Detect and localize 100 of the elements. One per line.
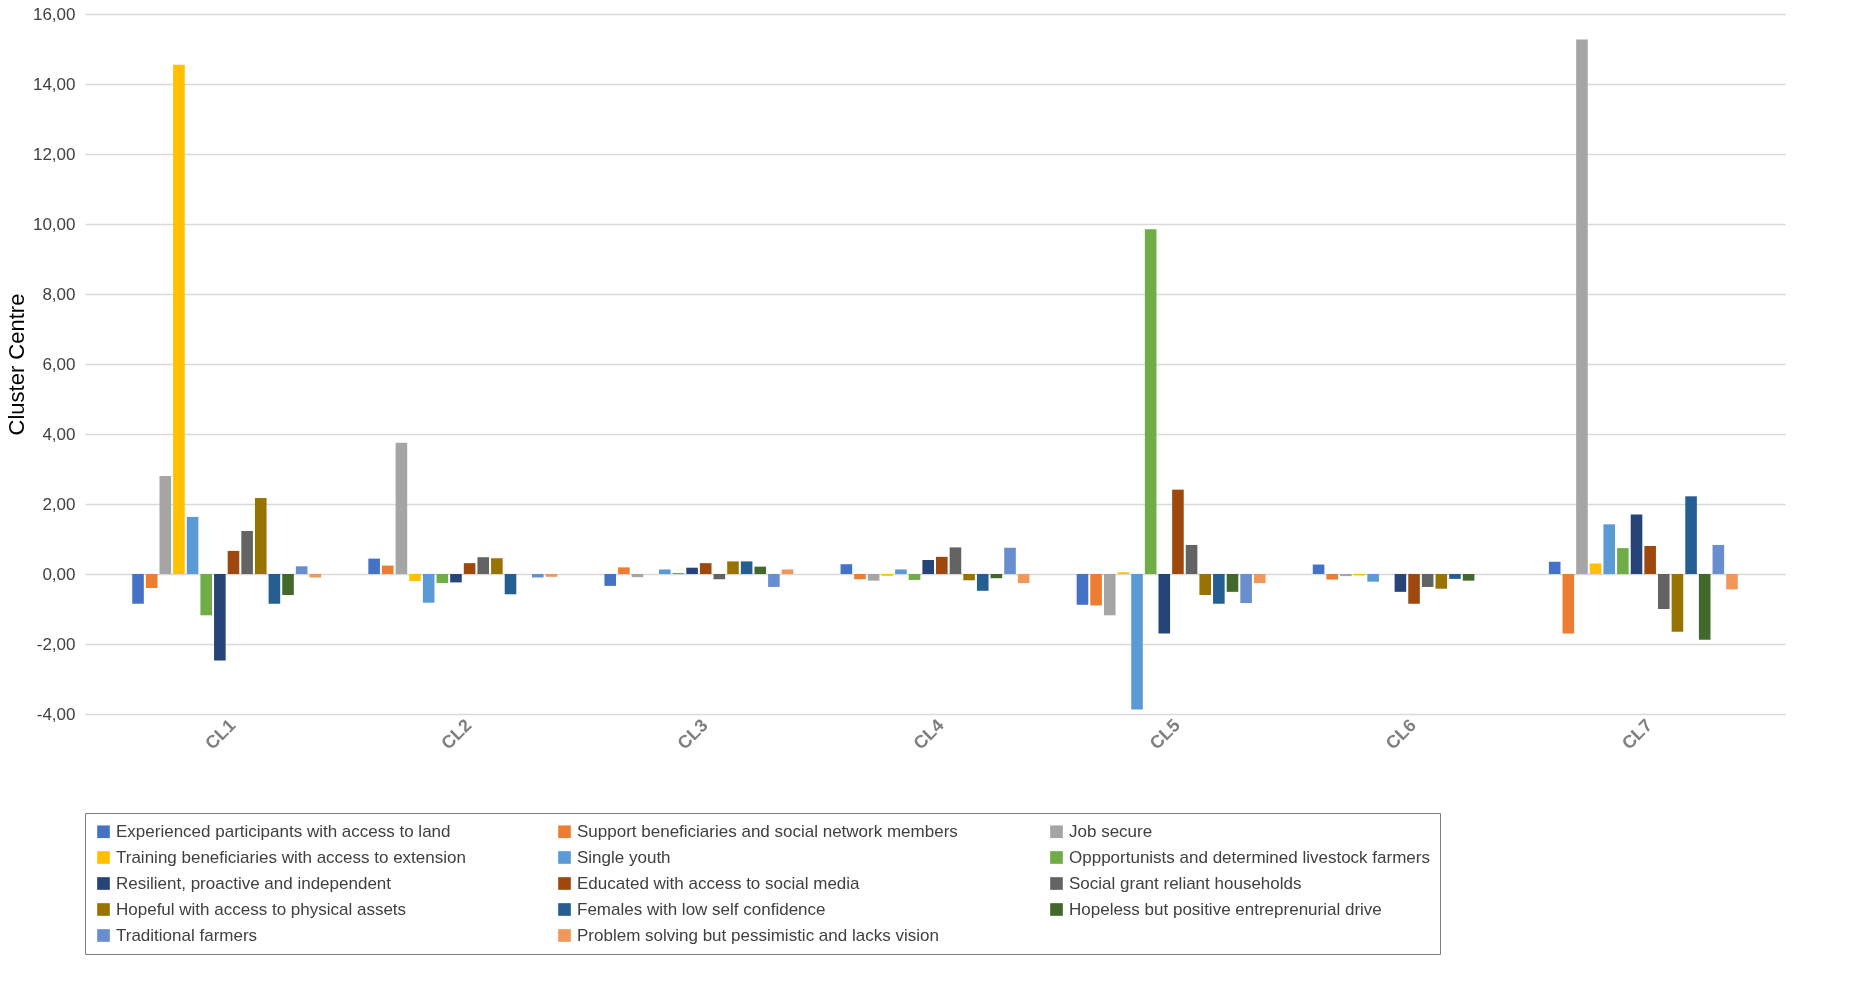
y-tick-label: 0,00 <box>42 564 76 584</box>
bar <box>422 574 435 603</box>
legend-label: Hopeless but positive entreprenurial drive <box>1069 899 1382 919</box>
legend-label: Job secure <box>1069 821 1153 841</box>
bar <box>867 574 880 581</box>
bar <box>1617 548 1629 574</box>
bar <box>604 574 617 586</box>
x-tick-label: CL1 <box>201 715 240 754</box>
legend-label: Support beneficiaries and social network members <box>577 821 958 841</box>
bar <box>504 574 517 595</box>
bar <box>241 530 253 574</box>
legend-label: Educated with access to social media <box>577 873 861 893</box>
y-tick-label: 8,00 <box>42 284 76 304</box>
bar <box>463 563 476 574</box>
legend-label: Experienced participants with access to land <box>116 821 451 841</box>
bar <box>1226 574 1239 592</box>
bar <box>1131 574 1143 710</box>
x-tick-label: CL6 <box>1381 715 1420 754</box>
legend-label: Training beneficiaries with access to extension <box>116 847 466 867</box>
bar <box>268 574 281 604</box>
x-tick-label: CL2 <box>437 715 476 754</box>
bar <box>200 574 213 616</box>
bar <box>1671 574 1684 632</box>
y-tick-label: 16,00 <box>32 4 76 24</box>
bar <box>949 547 962 574</box>
bar <box>1685 496 1697 574</box>
bar <box>740 561 753 574</box>
legend-label: Problem solving but pessimistic and lacks vision <box>577 925 939 945</box>
bar <box>1144 229 1157 574</box>
bar <box>1698 574 1711 640</box>
legend-label: Females with low self confidence <box>577 899 826 919</box>
bar <box>922 560 934 574</box>
bar <box>754 566 767 574</box>
bar <box>282 574 294 595</box>
bar <box>295 566 308 574</box>
bar <box>227 550 240 574</box>
bar <box>409 574 421 581</box>
bar <box>768 574 780 587</box>
bar <box>1657 574 1670 609</box>
y-axis-title: Cluster Centre <box>3 293 29 436</box>
legend-label: Traditional farmers <box>116 925 258 945</box>
y-tick-label: 10,00 <box>32 214 76 234</box>
bar <box>1726 574 1738 590</box>
bar <box>1172 489 1184 574</box>
legend-label: Social grant reliant households <box>1069 873 1302 893</box>
bar <box>368 558 380 574</box>
legend-label: Resilient, proactive and independent <box>116 873 392 893</box>
bar <box>1576 39 1588 574</box>
bar <box>1548 561 1561 574</box>
bar <box>1158 574 1171 634</box>
legend-label: Single youth <box>577 847 671 867</box>
bar <box>1367 574 1379 582</box>
y-tick-label: -4,00 <box>36 704 76 724</box>
bar <box>1449 574 1461 579</box>
bar <box>381 565 394 574</box>
bar <box>159 476 172 574</box>
bar <box>1076 574 1089 605</box>
bar <box>936 556 948 574</box>
bar <box>1712 544 1725 574</box>
bar <box>1185 544 1198 574</box>
bar <box>1017 574 1030 584</box>
legend-label: Oppportunists and determined livestock farmers <box>1069 847 1430 867</box>
y-tick-label: -2,00 <box>36 634 76 654</box>
bar <box>976 574 989 591</box>
bar <box>1562 574 1575 634</box>
x-tick-label: CL7 <box>1617 715 1657 754</box>
bar <box>1394 574 1407 592</box>
bar <box>686 567 698 574</box>
y-tick-label: 6,00 <box>42 354 76 374</box>
bar <box>1435 574 1448 589</box>
bar <box>214 574 226 661</box>
bar <box>727 561 739 574</box>
bar <box>132 574 144 604</box>
bar <box>145 574 158 588</box>
bar <box>713 574 726 580</box>
bar <box>618 567 630 574</box>
x-tick-label: CL5 <box>1145 715 1184 754</box>
bar <box>963 574 975 581</box>
bar <box>173 64 185 574</box>
bar <box>1462 574 1475 581</box>
bar <box>781 569 794 574</box>
bar <box>1644 546 1656 574</box>
bar <box>450 574 462 583</box>
bar <box>1603 524 1616 574</box>
x-tick-label: CL4 <box>909 715 948 754</box>
bar <box>895 569 907 574</box>
bar <box>1004 547 1016 574</box>
bar <box>395 442 408 574</box>
bar <box>854 574 866 580</box>
bar <box>545 574 558 577</box>
bar <box>699 563 712 574</box>
y-tick-label: 4,00 <box>42 424 76 444</box>
bar <box>659 569 671 574</box>
bar <box>908 574 921 580</box>
bar <box>436 574 449 584</box>
bar <box>491 558 503 574</box>
bar <box>1630 514 1643 574</box>
bar <box>840 564 853 574</box>
bar <box>990 574 1003 579</box>
bar <box>1340 574 1352 577</box>
